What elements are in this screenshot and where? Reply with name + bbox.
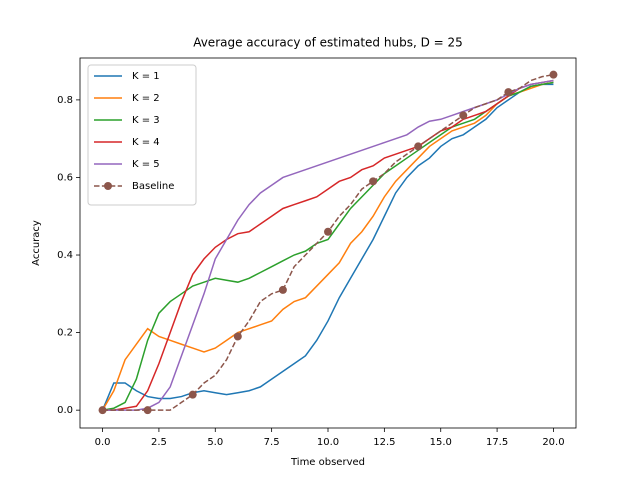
series-line — [101, 83, 554, 411]
legend-label: Baseline — [132, 181, 174, 192]
x-axis-label: Time observed — [290, 457, 365, 468]
marker — [188, 390, 197, 399]
y-tick-label: 0.4 — [57, 250, 73, 261]
x-tick-label: 5.0 — [207, 437, 223, 448]
series-line — [102, 79, 554, 411]
legend-marker — [104, 182, 112, 190]
marker — [233, 332, 242, 341]
marker — [143, 406, 152, 415]
x-tick-label: 15.0 — [430, 437, 452, 448]
legend-box — [87, 64, 197, 206]
marker — [414, 142, 423, 151]
series-line — [101, 81, 554, 411]
legend-label: K = 4 — [132, 137, 160, 148]
legend-label: K = 3 — [132, 115, 160, 126]
marker — [549, 70, 558, 79]
marker — [278, 285, 287, 294]
legend-label: K = 1 — [132, 71, 160, 82]
y-axis-label: Accuracy — [31, 220, 42, 266]
y-tick-label: 0.2 — [57, 328, 73, 339]
series-line — [102, 81, 554, 411]
marker — [98, 406, 107, 415]
x-tick-label: 17.5 — [486, 437, 508, 448]
x-tick-label: 20.0 — [542, 437, 564, 448]
marker — [459, 111, 468, 120]
y-tick-label: 0.0 — [57, 405, 73, 416]
y-tick-label: 0.8 — [57, 95, 73, 106]
x-tick-label: 7.5 — [264, 437, 280, 448]
x-tick-label: 12.5 — [373, 437, 395, 448]
marker — [504, 88, 513, 97]
x-tick-label: 0.0 — [95, 437, 111, 448]
x-tick-label: 10.0 — [317, 437, 339, 448]
legend-label: K = 2 — [132, 93, 160, 104]
legend-label: K = 5 — [132, 159, 160, 170]
y-tick-label: 0.6 — [57, 172, 73, 183]
chart-title: Average accuracy of estimated hubs, D = … — [193, 36, 463, 50]
x-tick-label: 2.5 — [151, 437, 167, 448]
marker — [369, 177, 378, 186]
plot-frame — [79, 57, 577, 429]
marker — [324, 227, 332, 236]
